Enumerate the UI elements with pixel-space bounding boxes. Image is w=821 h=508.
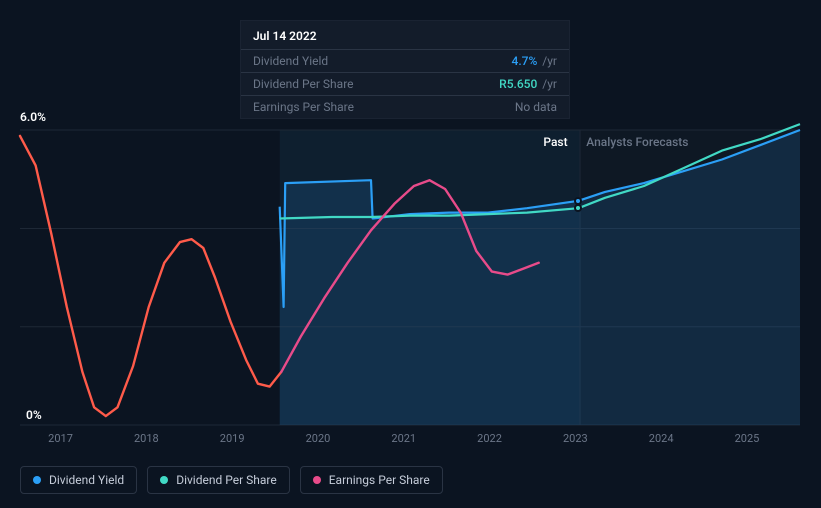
legend-dot-icon: [313, 476, 321, 484]
tooltip-row-nodata: No data: [515, 100, 557, 114]
x-axis-label: 2017: [48, 432, 73, 445]
tooltip-row-unit: /yr: [539, 77, 557, 91]
past-region-label: Past: [543, 135, 567, 149]
chart-svg: [20, 130, 800, 425]
tooltip-row-value: 4.7%: [512, 54, 538, 68]
forecast-region-label: Analysts Forecasts: [586, 135, 688, 149]
legend-item[interactable]: Dividend Per Share: [147, 466, 290, 494]
tooltip-row-label: Dividend Per Share: [253, 77, 354, 91]
x-axis-label: 2022: [477, 432, 502, 445]
legend-dot-icon: [160, 476, 168, 484]
legend-item[interactable]: Earnings Per Share: [300, 466, 443, 494]
tooltip-row-label: Dividend Yield: [253, 54, 328, 68]
y-axis-max-label: 6.0%: [20, 110, 46, 124]
x-axis-label: 2018: [134, 432, 159, 445]
chart-tooltip: Jul 14 2022 Dividend Yield4.7% /yrDivide…: [240, 20, 570, 119]
plot-area: [20, 130, 800, 425]
x-axis-label: 2020: [306, 432, 331, 445]
legend-item-label: Dividend Per Share: [176, 473, 277, 487]
tooltip-row: Dividend Yield 4.7% /yr: [241, 49, 569, 72]
chart-marker: [574, 204, 582, 212]
legend-item[interactable]: Dividend Yield: [20, 466, 137, 494]
x-axis-label: 2023: [563, 432, 588, 445]
tooltip-row-unit: /yr: [539, 54, 557, 68]
tooltip-row: Earnings Per Share No data: [241, 95, 569, 118]
x-axis-label: 2021: [391, 432, 416, 445]
x-axis-label: 2019: [220, 432, 245, 445]
x-axis-label: 2025: [735, 432, 760, 445]
tooltip-row-label: Earnings Per Share: [253, 100, 354, 114]
chart-legend: Dividend Yield Dividend Per Share Earnings…: [20, 466, 443, 494]
x-axis-label: 2024: [649, 432, 674, 445]
legend-dot-icon: [33, 476, 41, 484]
legend-item-label: Earnings Per Share: [329, 473, 430, 487]
tooltip-date: Jul 14 2022: [241, 21, 569, 49]
legend-item-label: Dividend Yield: [49, 473, 124, 487]
y-axis-min-label: 0%: [26, 408, 42, 422]
tooltip-row-value: R5.650: [499, 77, 537, 91]
dividend-chart: 6.0% 0% 2017 2018 2019 2020 2021 2022 2023 2024…: [0, 0, 821, 508]
tooltip-row: Dividend Per Share R5.650 /yr: [241, 72, 569, 95]
